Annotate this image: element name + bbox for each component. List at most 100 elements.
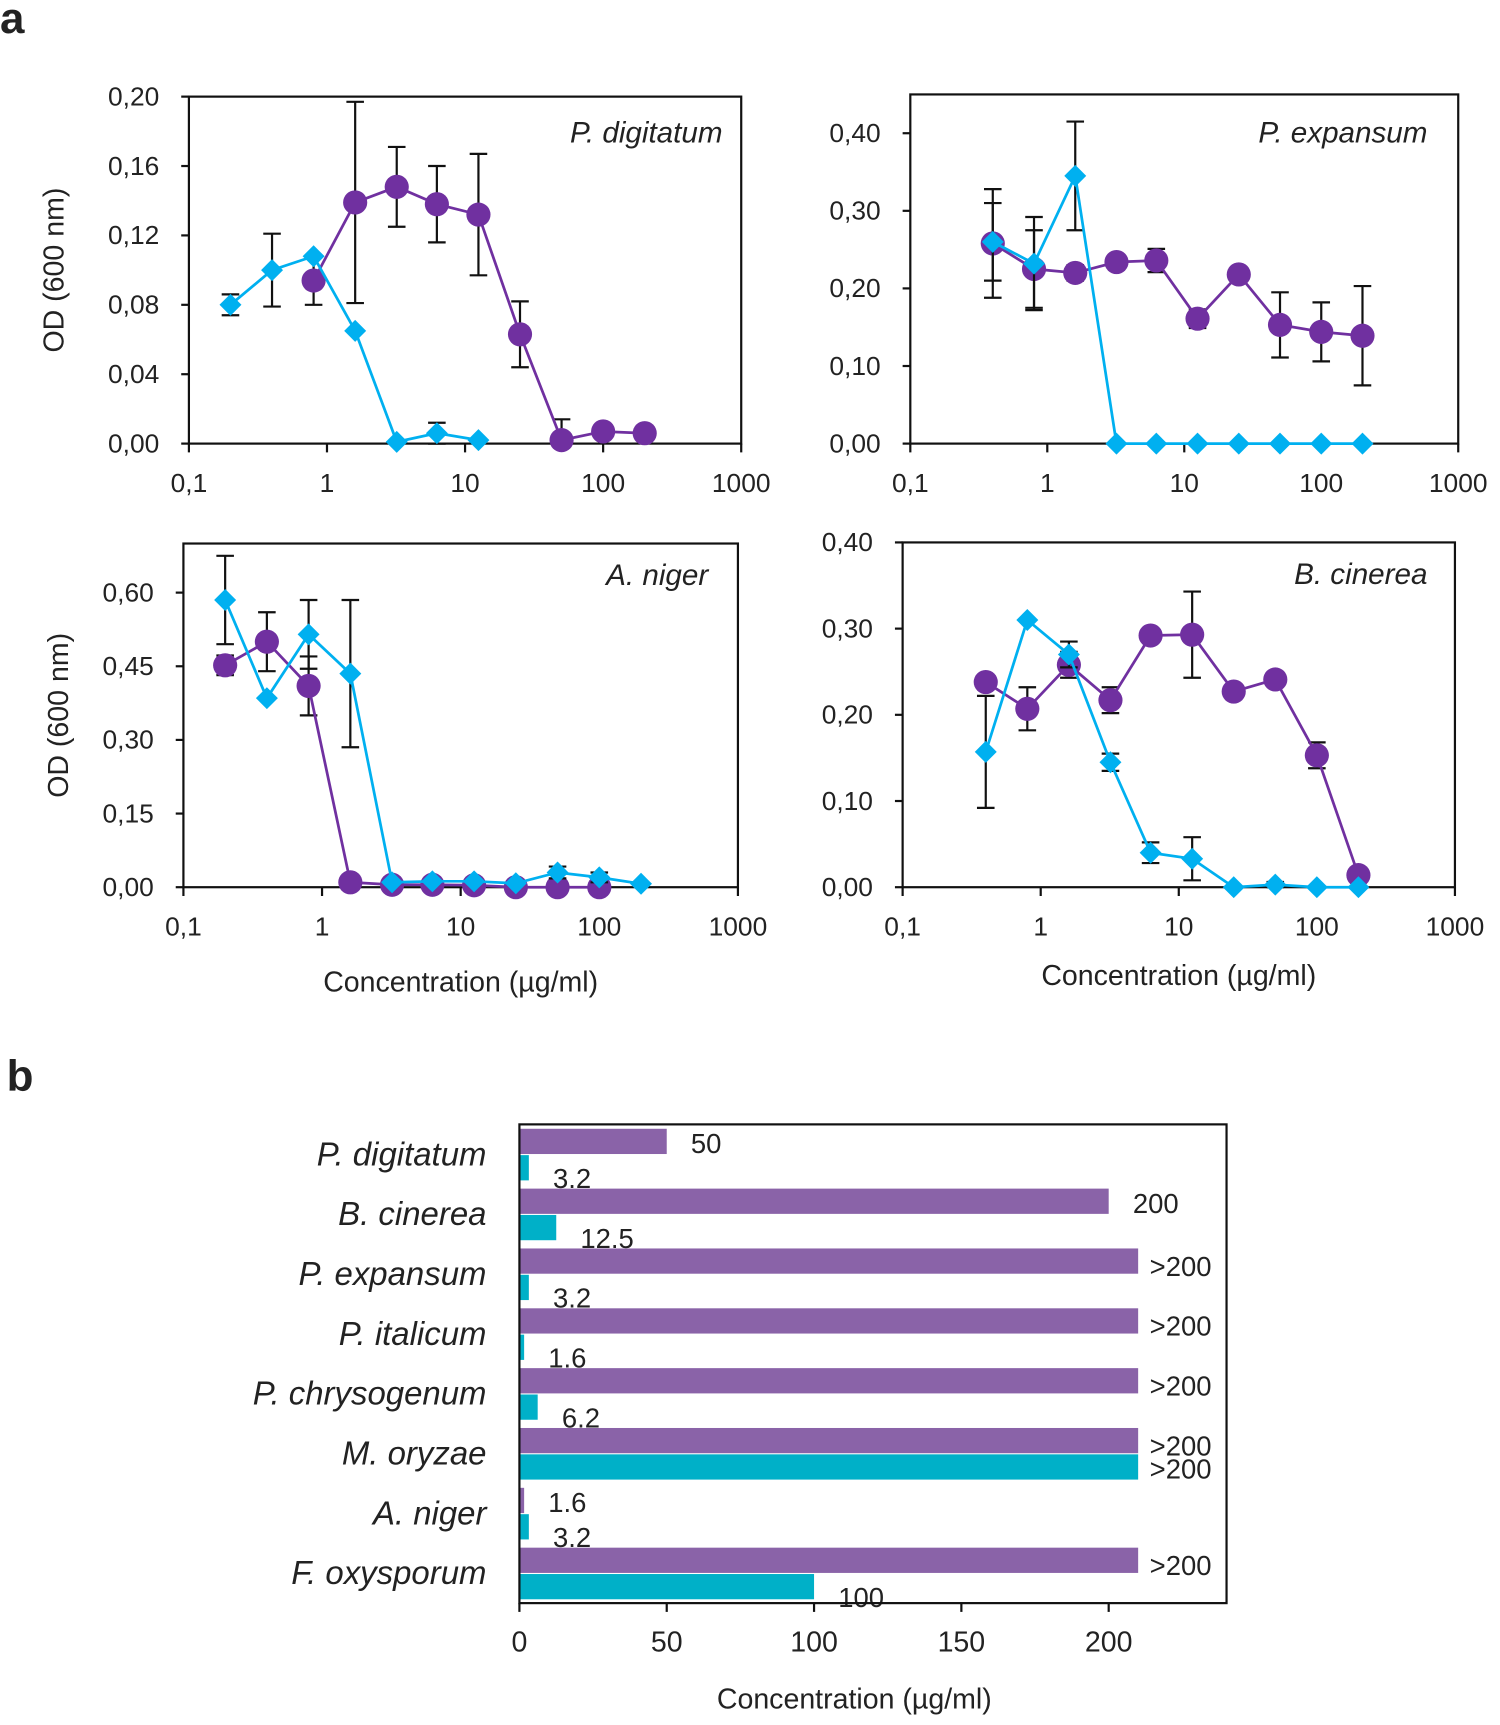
category-label: F. oxysporum <box>291 1554 486 1591</box>
data-point-diamond <box>261 259 284 282</box>
bar-series-a <box>519 1547 1139 1573</box>
data-point-circle <box>1144 248 1169 273</box>
series-line <box>992 242 1363 338</box>
x-tick-label: 0,1 <box>171 468 208 498</box>
plot-frame <box>182 542 740 889</box>
data-point-circle <box>1226 262 1251 287</box>
bar-value-label: >200 <box>1150 1453 1212 1484</box>
x-tick-label: 0,1 <box>884 912 921 942</box>
x-tick-label: 0 <box>511 1626 527 1658</box>
data-point-diamond <box>1347 876 1370 899</box>
bar-value-label: >200 <box>1150 1251 1212 1282</box>
bar-series-b <box>519 1155 529 1181</box>
data-point-circle <box>1350 323 1375 348</box>
data-point-circle <box>1304 743 1329 768</box>
data-point-circle <box>343 190 368 215</box>
bar-series-b <box>519 1514 529 1540</box>
data-point-circle <box>1138 623 1163 648</box>
data-point-circle <box>507 322 533 347</box>
data-point-circle <box>1267 312 1293 337</box>
bar-value-label: 50 <box>691 1128 722 1159</box>
data-point-diamond <box>1222 876 1245 899</box>
category-label: M. oryzae <box>342 1434 487 1471</box>
series-circle <box>973 590 1371 888</box>
data-point-diamond <box>1105 432 1128 455</box>
series-diamond <box>214 554 653 895</box>
x-tick-label: 10 <box>450 468 479 498</box>
data-point-diamond <box>1351 432 1374 455</box>
bar-series-a <box>519 1368 1139 1394</box>
bar-series-b <box>519 1394 538 1420</box>
bar-value-label: 200 <box>1133 1188 1179 1219</box>
x-tick-label: 150 <box>938 1626 986 1658</box>
data-point-circle <box>549 428 574 453</box>
x-tick-label: 0,1 <box>165 912 202 942</box>
bar-series-a <box>519 1248 1139 1274</box>
data-point-circle <box>466 202 491 227</box>
y-tick-label: 0,15 <box>102 798 153 828</box>
data-point-circle <box>973 669 998 695</box>
data-point-circle <box>591 419 616 444</box>
y-tick-label: 0,08 <box>108 290 159 320</box>
x-tick-label: 100 <box>1299 468 1343 498</box>
x-tick-label: 10 <box>1170 468 1199 498</box>
data-point-circle <box>254 629 279 654</box>
bar-series-b <box>519 1334 525 1360</box>
charts: 0,1 1 10 100 10000,000,040,080,120,160,20P. … <box>39 81 1488 1715</box>
data-point-diamond <box>1016 609 1039 631</box>
data-point-diamond <box>504 872 527 895</box>
bar-value-label: 1.6 <box>548 1487 586 1518</box>
data-point-diamond <box>467 429 490 452</box>
x-axis-label: Concentration (µg/ml) <box>717 1684 992 1716</box>
y-tick-label: 0,12 <box>108 220 159 250</box>
y-tick-label: 0,10 <box>829 351 880 381</box>
data-point-circle <box>384 174 409 199</box>
x-tick-label: 10 <box>1164 912 1193 942</box>
data-point-circle <box>301 268 326 293</box>
x-tick-label: 1 <box>315 912 330 942</box>
data-point-circle <box>1180 622 1205 647</box>
bar-series-b <box>519 1454 1139 1480</box>
data-point-diamond <box>219 293 242 316</box>
panel-title: P. digitatum <box>570 117 723 150</box>
bar-value-label: 100 <box>838 1582 884 1613</box>
x-tick-label: 100 <box>790 1626 838 1658</box>
y-tick-label: 0,00 <box>102 872 153 902</box>
series-circle <box>980 187 1375 387</box>
bar-series-a <box>519 1308 1139 1334</box>
data-point-circle <box>1221 679 1246 704</box>
x-tick-label: 200 <box>1085 1626 1133 1658</box>
line-chart-1: 0,1 1 10 100 1000 0,00 0,04 0,08 0,12 0,16 0,20 P. … <box>39 81 771 498</box>
data-point-circle <box>1309 319 1334 344</box>
bar-value-label: >200 <box>1150 1550 1212 1581</box>
x-tick-label: 10 <box>446 912 475 942</box>
line-chart-2: 0,1 1 10 100 1000 0,00 0,10 0,20 0,30 0,40 P. expa… <box>829 93 1488 498</box>
x-tick-label: 1 <box>320 468 335 498</box>
bar-series-b <box>519 1574 815 1600</box>
series-diamond <box>219 232 490 453</box>
data-point-diamond <box>344 319 367 342</box>
series-diamond <box>981 120 1374 455</box>
bar-series-b <box>519 1214 557 1241</box>
data-point-diamond <box>1139 841 1162 864</box>
data-point-diamond <box>1227 432 1250 455</box>
bar-value-label: >200 <box>1150 1311 1212 1342</box>
series-line <box>223 599 642 886</box>
data-point-circle <box>545 875 570 900</box>
category-label: A. niger <box>371 1494 489 1531</box>
x-tick-label: 1000 <box>1429 468 1488 498</box>
plot-frame <box>518 1123 1228 1605</box>
data-point-diamond <box>1305 876 1328 899</box>
y-tick-label: 0,10 <box>822 786 873 816</box>
x-tick-label: 100 <box>577 912 621 942</box>
panel-title: B. cinerea <box>1294 558 1427 591</box>
x-tick-label: 1 <box>1033 912 1048 942</box>
category-label: P. italicum <box>339 1315 487 1352</box>
data-point-diamond <box>981 230 1004 253</box>
panel-title: A. niger <box>604 559 709 592</box>
series-line <box>985 633 1360 876</box>
x-tick-label: 50 <box>651 1626 683 1658</box>
panel-title: P. expansum <box>1258 117 1427 150</box>
bar-series-a <box>519 1427 1139 1454</box>
